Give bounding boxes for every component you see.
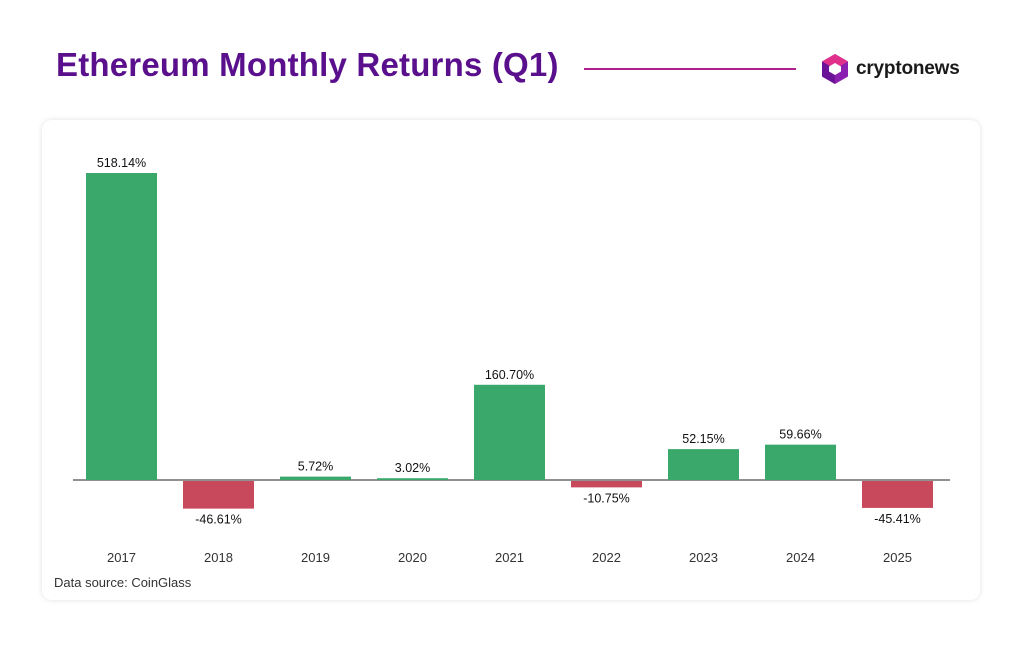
chart-card: 518.14% 2017 -46.61% 2018 5.72% 2019 3.02% 2020… — [42, 120, 980, 600]
title-rule — [584, 68, 796, 70]
x-tick-label-2022: 2022 — [592, 550, 621, 565]
data-source-note: Data source: CoinGlass — [54, 575, 192, 590]
data-label-2021: 160.70% — [485, 368, 534, 382]
bar-2018 — [183, 481, 254, 509]
bar-2022 — [571, 481, 642, 488]
data-label-2022: -10.75% — [583, 491, 630, 505]
x-tick-label-2017: 2017 — [107, 550, 136, 565]
bar-2025 — [862, 481, 933, 508]
data-label-2025: -45.41% — [874, 512, 921, 526]
data-label-2017: 518.14% — [97, 156, 146, 170]
brand-name: cryptonews — [856, 58, 960, 79]
x-tick-label-2024: 2024 — [786, 550, 815, 565]
bar-2024 — [765, 444, 836, 480]
x-tick-label-2021: 2021 — [495, 550, 524, 565]
data-label-2019: 5.72% — [298, 460, 333, 474]
bar-chart: 518.14% 2017 -46.61% 2018 5.72% 2019 3.02% 2020… — [73, 156, 950, 565]
x-tick-label-2020: 2020 — [398, 550, 427, 565]
data-label-2024: 59.66% — [779, 428, 821, 442]
x-tick-label-2025: 2025 — [883, 550, 912, 565]
x-tick-label-2023: 2023 — [689, 550, 718, 565]
bar-2017 — [86, 173, 157, 480]
bar-2020 — [377, 478, 448, 480]
data-label-2023: 52.15% — [682, 432, 724, 446]
bar-2019 — [280, 476, 351, 480]
bar-2021 — [474, 384, 545, 480]
brand-logo[interactable]: cryptonews — [820, 52, 960, 86]
cryptonews-logo-icon — [822, 54, 848, 84]
page-title: Ethereum Monthly Returns (Q1) — [56, 46, 559, 83]
data-label-2020: 3.02% — [395, 461, 430, 475]
data-label-2018: -46.61% — [195, 513, 242, 527]
x-tick-label-2019: 2019 — [301, 550, 330, 565]
x-tick-label-2018: 2018 — [204, 550, 233, 565]
bar-2023 — [668, 449, 739, 480]
